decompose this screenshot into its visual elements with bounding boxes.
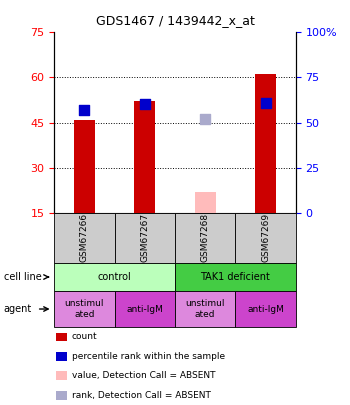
Text: count: count [72, 333, 97, 341]
Text: TAK1 deficient: TAK1 deficient [201, 272, 270, 282]
Bar [74, 119, 95, 213]
Point [202, 116, 208, 122]
Text: unstimul
ated: unstimul ated [186, 299, 225, 319]
Point [82, 107, 87, 113]
Text: GSM67267: GSM67267 [140, 213, 149, 262]
Bar [195, 192, 216, 213]
Point [263, 100, 268, 106]
Text: GSM67269: GSM67269 [261, 213, 270, 262]
Text: cell line: cell line [4, 272, 41, 282]
Text: anti-IgM: anti-IgM [247, 305, 284, 313]
Text: control: control [98, 272, 132, 282]
Text: GDS1467 / 1439442_x_at: GDS1467 / 1439442_x_at [96, 14, 254, 27]
Text: percentile rank within the sample: percentile rank within the sample [72, 352, 225, 361]
Text: GSM67268: GSM67268 [201, 213, 210, 262]
Text: GSM67266: GSM67266 [80, 213, 89, 262]
Point [142, 101, 148, 108]
Bar [255, 75, 276, 213]
Text: unstimul
ated: unstimul ated [65, 299, 104, 319]
Text: anti-IgM: anti-IgM [126, 305, 163, 313]
Text: value, Detection Call = ABSENT: value, Detection Call = ABSENT [72, 371, 215, 380]
Text: agent: agent [4, 304, 32, 314]
Bar [134, 102, 155, 213]
Text: rank, Detection Call = ABSENT: rank, Detection Call = ABSENT [72, 391, 211, 400]
